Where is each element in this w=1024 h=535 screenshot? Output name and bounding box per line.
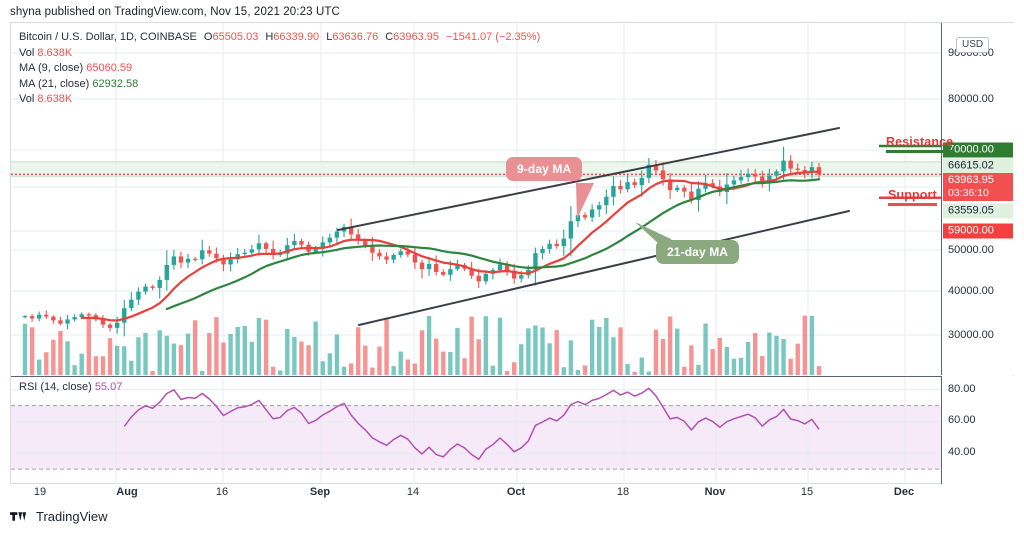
resistance-underline xyxy=(886,150,954,153)
time-tick-19: 19 xyxy=(33,486,47,498)
time-tick-sep: Sep xyxy=(309,486,331,498)
price-tick-2: 50000.00 xyxy=(948,244,994,256)
rsi-tick-1: 60.00 xyxy=(948,414,976,427)
publisher-byline: shyna published on TradingView.com, Nov … xyxy=(10,6,340,18)
price-tick-1: 80000.00 xyxy=(948,93,994,105)
currency-chip[interactable]: USD xyxy=(956,37,990,53)
price-badge-63559-05[interactable]: 63559.05 xyxy=(943,203,1013,219)
time-axis[interactable]: 19 Aug 16 Sep 14 Oct 18 Nov 15 Dec xyxy=(10,484,1014,506)
time-tick-oct: Oct xyxy=(506,486,526,498)
time-tick-18: 18 xyxy=(616,486,630,498)
chart-frame: 90000.00 80000.00 50000.00 40000.00 30000.00… xyxy=(10,22,1014,484)
rsi-tick-0: 80.00 xyxy=(948,382,976,395)
price-axis[interactable]: 90000.00 80000.00 50000.00 40000.00 30000.00… xyxy=(941,23,1014,387)
time-tick-nov: Nov xyxy=(704,486,726,498)
support-underline xyxy=(888,203,937,206)
footer-brand: TradingView xyxy=(36,509,108,524)
rsi-plot xyxy=(11,377,941,484)
ma21-callout: 21-day MA xyxy=(656,240,740,264)
ma21-callout-label: 21-day MA xyxy=(667,245,729,259)
price-pane[interactable] xyxy=(11,23,941,375)
price-badge-59000-00[interactable]: 59000.00 xyxy=(943,223,1013,239)
time-tick-14: 14 xyxy=(406,486,420,498)
rsi-tick-2: 40.00 xyxy=(948,446,976,459)
time-tick-16: 16 xyxy=(215,486,229,498)
rsi-pane[interactable] xyxy=(11,376,941,484)
time-tick-aug: Aug xyxy=(116,486,138,498)
resistance-label: Resistance xyxy=(886,135,954,149)
ma9-callout: 9-day MA xyxy=(506,157,583,181)
rsi-axis[interactable]: 80.00 60.00 40.00 xyxy=(941,376,1014,484)
time-tick-dec: Dec xyxy=(893,486,915,498)
price-plot xyxy=(11,23,941,375)
price-badge-70000-00[interactable]: 70000.00 xyxy=(943,142,1013,158)
time-tick-15: 15 xyxy=(800,486,814,498)
tradingview-logo-icon xyxy=(10,512,27,521)
bar-countdown: 03:36:10 xyxy=(948,187,989,199)
price-tick-4: 30000.00 xyxy=(948,329,994,341)
support-label: Support xyxy=(888,188,937,202)
price-badge-66615-02[interactable]: 66615.02 xyxy=(943,158,1013,174)
price-badge-63963-95[interactable]: 63963.95 03:36:10 xyxy=(943,173,1013,201)
support-annotation: Support xyxy=(888,188,937,206)
footer: TradingView xyxy=(10,509,108,524)
resistance-annotation: Resistance xyxy=(886,135,954,153)
price-tick-3: 40000.00 xyxy=(948,285,994,297)
ma9-callout-label: 9-day MA xyxy=(517,162,572,176)
